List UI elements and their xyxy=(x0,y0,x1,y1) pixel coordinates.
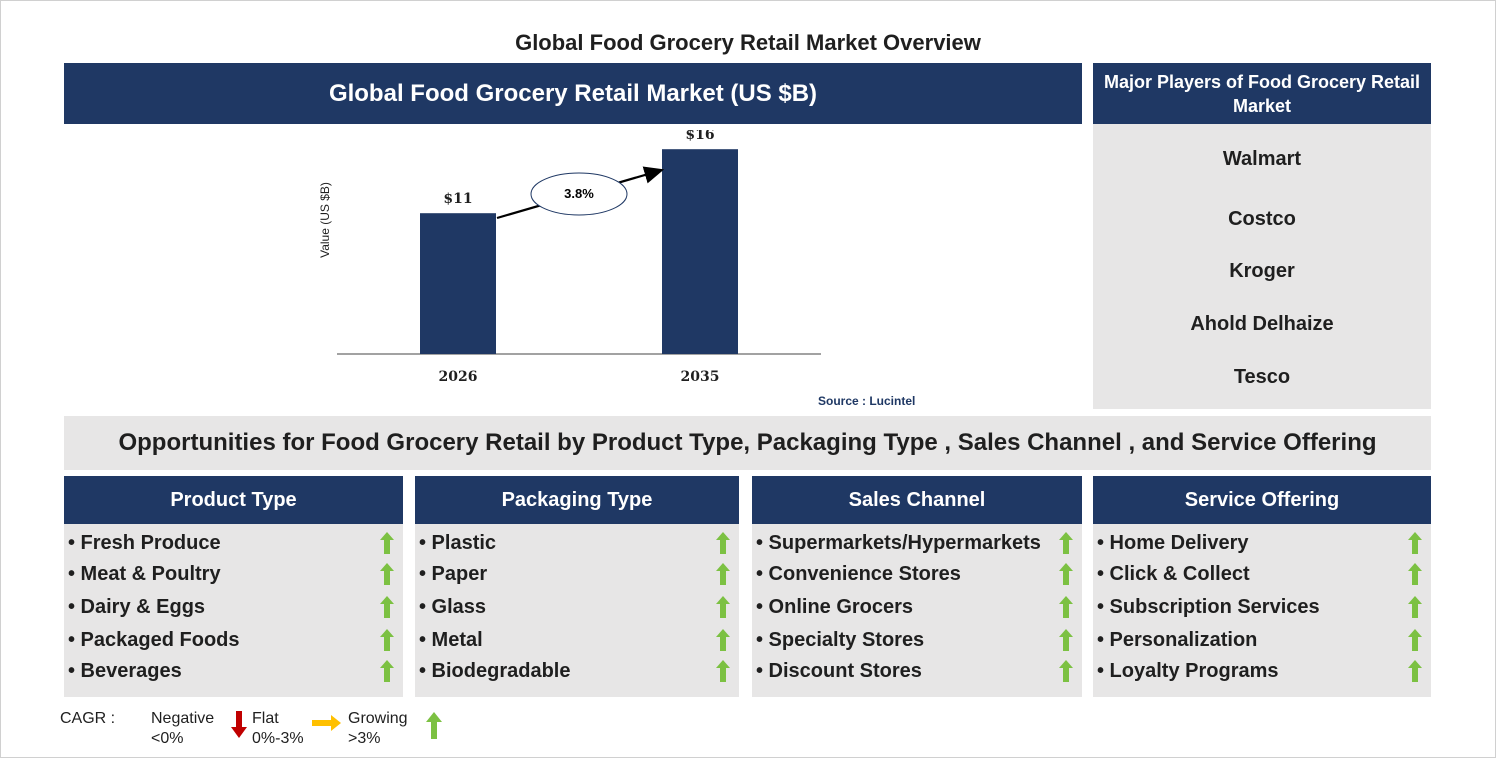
segment-item: • Metal xyxy=(419,629,483,651)
legend-flat-range: 0%-3% xyxy=(252,730,304,747)
up-arrow-icon xyxy=(716,629,730,651)
up-arrow-icon xyxy=(716,660,730,682)
player-costco: Costco xyxy=(1228,208,1296,230)
legend-flat: Flat 0%-3% xyxy=(252,709,304,749)
segment-header-packaging-type: Packaging Type xyxy=(415,476,739,524)
up-arrow-icon xyxy=(1059,563,1073,585)
up-arrow-icon xyxy=(716,596,730,618)
legend-negative: Negative <0% xyxy=(151,709,214,749)
up-arrow-icon xyxy=(716,563,730,585)
segment-item: • Personalization xyxy=(1097,629,1258,651)
up-arrow-icon xyxy=(380,660,394,682)
segment-item: • Supermarkets/Hypermarkets xyxy=(756,532,1041,554)
segment-item: • Packaged Foods xyxy=(68,629,240,651)
segment-item: • Beverages xyxy=(68,660,182,682)
up-arrow-icon xyxy=(1059,532,1073,554)
data-label-2026: $11 xyxy=(443,191,472,207)
down-arrow-icon xyxy=(231,711,247,738)
legend-growing-range: >3% xyxy=(348,730,381,747)
segment-list-service-offering: • Home Delivery • Click & Collect • Subscr… xyxy=(1093,524,1431,697)
segment-item: • Dairy & Eggs xyxy=(68,596,206,618)
up-arrow-icon xyxy=(380,563,394,585)
segment-item: • Home Delivery xyxy=(1097,532,1249,554)
segment-list-sales-channel: • Supermarkets/Hypermarkets • Convenience… xyxy=(752,524,1082,697)
y-axis-label: Value (US $B) xyxy=(318,182,332,258)
up-arrow-icon xyxy=(380,596,394,618)
player-walmart: Walmart xyxy=(1222,148,1302,170)
cagr-label: 3.8% xyxy=(564,186,594,201)
segment-item: • Discount Stores xyxy=(756,660,922,682)
segment-item: • Specialty Stores xyxy=(756,629,925,651)
segment-header-sales-channel: Sales Channel xyxy=(752,476,1082,524)
segment-item: • Glass xyxy=(419,596,487,618)
cagr-ellipse xyxy=(530,172,628,216)
players-list: Walmart Costco Kroger Ahold Delhaize Tes… xyxy=(1093,124,1431,409)
chart-title: Global Food Grocery Retail Market (US $B… xyxy=(64,63,1082,124)
up-arrow-icon xyxy=(1408,563,1422,585)
up-arrow-icon xyxy=(1059,660,1073,682)
legend-flat-label: Flat xyxy=(252,710,279,727)
up-arrow-icon xyxy=(1059,596,1073,618)
segment-item: • Plastic xyxy=(419,532,497,554)
x-tick-2035: 2035 xyxy=(681,369,720,385)
bar-2026 xyxy=(420,213,496,354)
segment-item: • Fresh Produce xyxy=(68,532,221,554)
segment-item: • Subscription Services xyxy=(1097,596,1320,618)
legend-growing-label: Growing xyxy=(348,710,408,727)
data-label-2035: $16 xyxy=(685,130,714,143)
up-arrow-icon xyxy=(380,532,394,554)
bar-2035 xyxy=(662,149,738,354)
bars-group: $11 2026 $16 2035 xyxy=(420,130,738,385)
player-tesco: Tesco xyxy=(1233,366,1291,388)
player-kroger: Kroger xyxy=(1229,260,1295,282)
legend-cagr-label: CAGR : xyxy=(60,710,116,727)
segment-list-product-type: • Fresh Produce • Meat & Poultry • Dairy &… xyxy=(64,524,403,697)
page-title: Global Food Grocery Retail Market Overvi… xyxy=(515,30,981,55)
up-arrow-icon xyxy=(716,532,730,554)
up-arrow-icon xyxy=(1408,596,1422,618)
chart-source: Source : Lucintel xyxy=(818,394,916,408)
segment-item: • Meat & Poultry xyxy=(68,563,221,585)
segment-item: • Paper xyxy=(419,563,488,585)
up-arrow-icon xyxy=(1408,660,1422,682)
bar-chart: Value (US $B) $11 2026 $16 2035 3.8% xyxy=(318,130,821,385)
segment-item: • Click & Collect xyxy=(1097,563,1250,585)
up-arrow-icon xyxy=(1408,629,1422,651)
up-arrow-icon xyxy=(1059,629,1073,651)
legend-negative-range: <0% xyxy=(151,730,184,747)
legend-growing: Growing >3% xyxy=(348,709,408,749)
segment-list-packaging-type: • Plastic • Paper • Glass • Metal • Biodegra… xyxy=(415,524,739,697)
segment-item: • Convenience Stores xyxy=(756,563,961,585)
segment-item: • Loyalty Programs xyxy=(1097,660,1279,682)
segment-header-service-offering: Service Offering xyxy=(1093,476,1431,524)
segment-item: • Online Grocers xyxy=(756,596,914,618)
player-ahold-delhaize: Ahold Delhaize xyxy=(1190,313,1334,335)
segment-header-product-type: Product Type xyxy=(64,476,403,524)
up-arrow-icon xyxy=(1408,532,1422,554)
opportunities-title: Opportunities for Food Grocery Retail by… xyxy=(64,416,1431,470)
players-header: Major Players of Food Grocery Retail Mar… xyxy=(1093,63,1431,124)
legend-negative-label: Negative xyxy=(151,710,215,727)
right-arrow-icon xyxy=(312,715,341,731)
x-tick-2026: 2026 xyxy=(439,369,478,385)
up-arrow-icon xyxy=(380,629,394,651)
segment-item: • Biodegradable xyxy=(419,660,571,682)
up-arrow-icon xyxy=(426,712,442,739)
